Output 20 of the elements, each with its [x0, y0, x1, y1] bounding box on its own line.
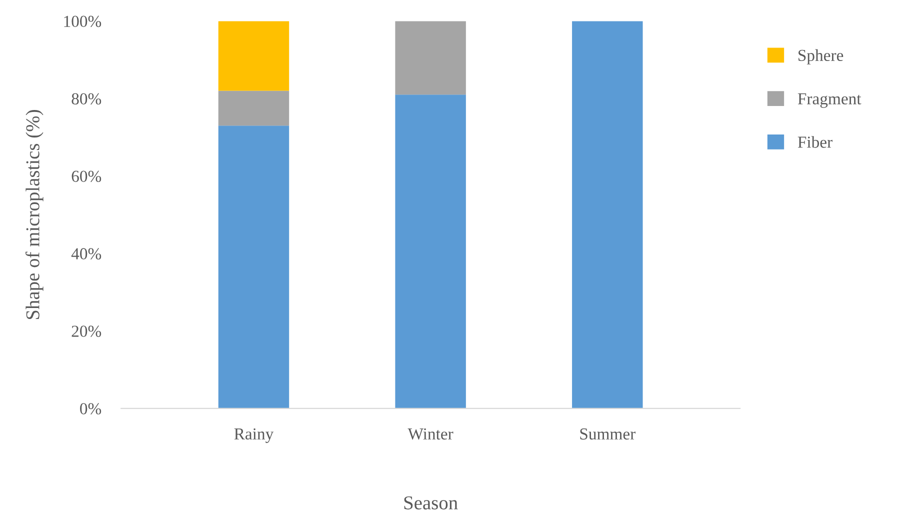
legend-label: Fragment	[798, 93, 862, 108]
x-axis-title: Season	[404, 496, 458, 510]
bar	[218, 90, 290, 126]
x-tick-label: Summer	[580, 428, 636, 440]
legend-label: Fiber	[798, 136, 832, 148]
y-tick-label: 20%	[72, 326, 102, 337]
bar	[395, 21, 466, 95]
bar	[218, 126, 290, 408]
x-tick-label: Rainy	[234, 428, 274, 443]
x-tick-label: Winter	[408, 428, 454, 440]
y-axis-title: Shape of microplastics (%)	[25, 110, 44, 320]
bar	[572, 21, 643, 408]
y-tick-label: 0%	[80, 403, 102, 414]
bar	[218, 21, 290, 91]
legend-label: Sphere	[798, 49, 844, 64]
y-tick-label: 100%	[64, 16, 102, 28]
y-tick-label: 80%	[72, 93, 102, 105]
y-tick-label: 40%	[71, 248, 102, 260]
y-tick-label: 60%	[72, 170, 102, 182]
bar	[395, 94, 466, 408]
